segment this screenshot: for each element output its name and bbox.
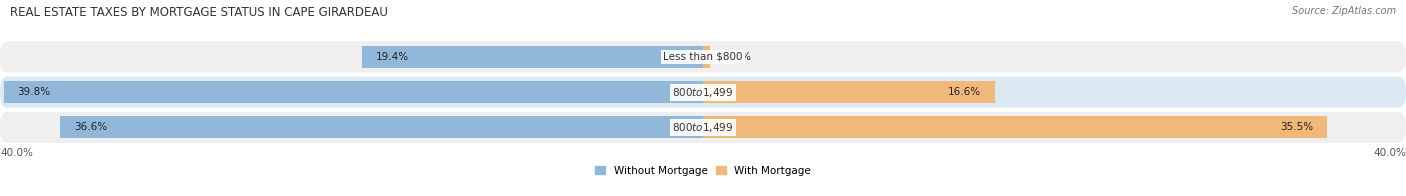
Text: 40.0%: 40.0% [1374, 148, 1406, 158]
Text: 16.6%: 16.6% [948, 87, 981, 97]
Bar [4, 81, 703, 103]
Legend: Without Mortgage, With Mortgage: Without Mortgage, With Mortgage [591, 162, 815, 180]
FancyBboxPatch shape [0, 41, 1406, 72]
Bar [363, 46, 703, 68]
FancyBboxPatch shape [0, 77, 1406, 108]
Text: 0.38%: 0.38% [718, 52, 751, 62]
Text: 35.5%: 35.5% [1279, 122, 1313, 132]
FancyBboxPatch shape [0, 112, 1406, 143]
Bar [703, 46, 710, 68]
Text: REAL ESTATE TAXES BY MORTGAGE STATUS IN CAPE GIRARDEAU: REAL ESTATE TAXES BY MORTGAGE STATUS IN … [10, 6, 388, 19]
Bar [59, 116, 703, 138]
Bar [703, 81, 995, 103]
Text: 36.6%: 36.6% [73, 122, 107, 132]
Text: $800 to $1,499: $800 to $1,499 [672, 86, 734, 99]
Bar [703, 116, 1327, 138]
Text: $800 to $1,499: $800 to $1,499 [672, 121, 734, 134]
Text: Less than $800: Less than $800 [664, 52, 742, 62]
Text: 39.8%: 39.8% [18, 87, 51, 97]
Text: 19.4%: 19.4% [377, 52, 409, 62]
Text: 40.0%: 40.0% [0, 148, 32, 158]
Text: Source: ZipAtlas.com: Source: ZipAtlas.com [1292, 6, 1396, 16]
